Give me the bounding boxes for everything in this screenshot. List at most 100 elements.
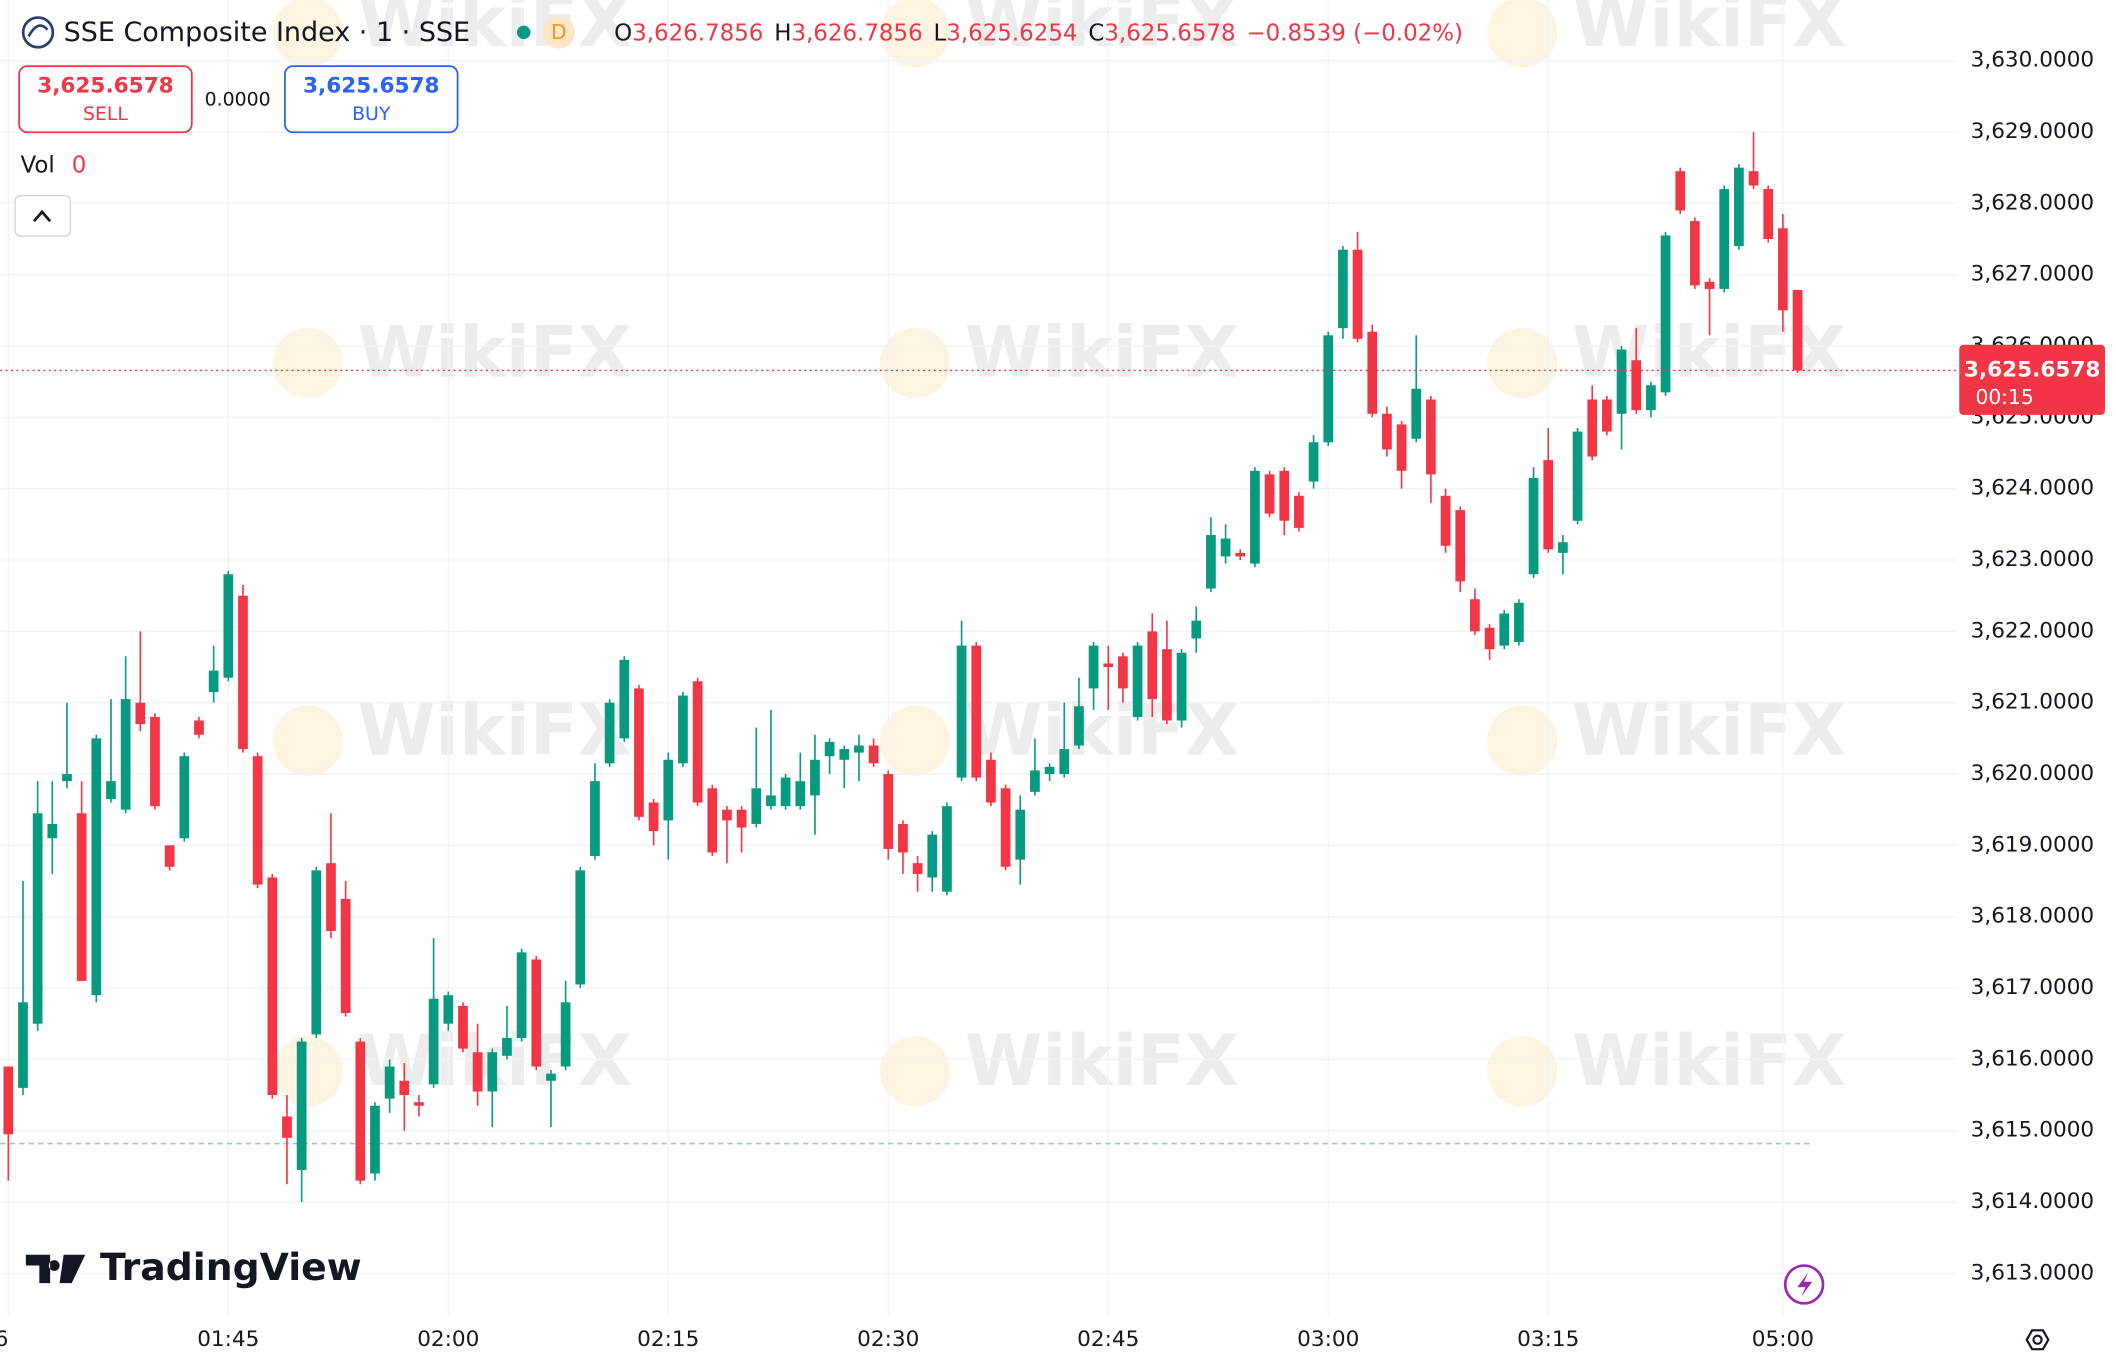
candle-body <box>1411 388 1422 439</box>
candle-body <box>648 802 659 832</box>
candle-body <box>1616 349 1627 414</box>
candle-body <box>839 749 850 760</box>
settings-button[interactable] <box>2025 1329 2050 1351</box>
y-tick-label: 3,615.0000 <box>1971 1118 2095 1143</box>
watermark: WikiFX <box>1572 1020 1846 1102</box>
candle-body <box>91 738 102 996</box>
candle-body <box>1484 627 1495 650</box>
spread: 0.0000 <box>205 88 271 110</box>
candles <box>0 131 1957 1203</box>
candle-body <box>1572 431 1583 521</box>
candle-body <box>458 1005 468 1049</box>
price-label: 3,625.6578 <box>1964 357 2101 382</box>
sell-box[interactable] <box>18 65 193 134</box>
x-tick-label: 03:15 <box>1517 1327 1579 1352</box>
candle-body <box>619 659 630 739</box>
candle-body <box>1719 189 1730 289</box>
candle-body <box>194 720 204 735</box>
candle-body <box>1528 477 1539 575</box>
buy-box[interactable] <box>284 65 459 134</box>
collapse-chevron[interactable] <box>32 209 52 223</box>
sell-label[interactable]: SELL <box>83 103 128 125</box>
candle-body <box>179 756 190 839</box>
candle-body <box>971 645 982 778</box>
candle-body <box>531 959 542 1067</box>
x-tick-label: 02:00 <box>417 1327 479 1352</box>
candle-body <box>76 813 87 981</box>
y-tick-label: 3,630.0000 <box>1971 48 2095 73</box>
price-label-box <box>1959 344 2105 415</box>
candle-body <box>883 774 894 849</box>
candle-body <box>1015 809 1026 860</box>
candle-body <box>1382 413 1392 450</box>
candle-body <box>1631 360 1642 411</box>
logo-text: TradingView <box>100 1245 362 1289</box>
x-tick-label: 05:00 <box>1752 1327 1814 1352</box>
candle-body <box>1499 613 1510 646</box>
alert-icon[interactable] <box>1797 1272 1813 1297</box>
candle-body <box>502 1037 512 1056</box>
candle-body <box>62 774 72 782</box>
candle-body <box>1704 281 1715 289</box>
axes: 3,613.0000 3,614.0000 3,615.0000 3,616.0000… <box>0 48 2105 1352</box>
candle-body <box>854 745 864 753</box>
buy-label[interactable]: BUY <box>352 103 391 125</box>
ohlc-label: O <box>614 20 632 46</box>
candle-body <box>296 1041 307 1170</box>
y-tick-label: 3,624.0000 <box>1971 476 2095 501</box>
candle-body <box>1264 474 1275 514</box>
candle-body <box>282 1116 292 1138</box>
sell-price[interactable]: 3,625.6578 <box>37 73 174 98</box>
x-tick-label: 03:00 <box>1297 1327 1359 1352</box>
candle-body <box>590 781 600 857</box>
candle-body <box>663 759 674 821</box>
collapse-box[interactable] <box>14 194 72 237</box>
candle-body <box>1646 385 1656 411</box>
y-tick-label: 3,621.0000 <box>1971 690 2095 715</box>
candle-body <box>1059 749 1070 775</box>
x-tick-label: 01:45 <box>197 1327 259 1352</box>
y-tick-label: 3,619.0000 <box>1971 832 2095 857</box>
watermarks: WikiFX WikiFX WikiFX WikiFX WikiFX WikiFX Wiki… <box>272 0 1846 1107</box>
candle-body <box>546 1073 556 1081</box>
y-tick-label: 3,629.0000 <box>1971 119 2095 144</box>
x-tick-label: 02:15 <box>637 1327 699 1352</box>
ohlc-value: 3,625.6254 <box>946 20 1077 46</box>
candle-body <box>986 759 996 803</box>
candle-body <box>1044 766 1055 775</box>
candle-body <box>634 688 644 817</box>
candle-body <box>414 1102 424 1106</box>
candle-body <box>575 870 586 985</box>
candle-body <box>824 741 835 757</box>
candle-body <box>912 863 923 874</box>
candle-body <box>1206 535 1216 589</box>
candle-body <box>751 788 762 824</box>
ohlc-label: H <box>774 20 791 46</box>
symbol-icon <box>21 16 55 49</box>
watermark-icon <box>1487 1036 1558 1107</box>
candle-body <box>3 1066 14 1135</box>
candle-body <box>1279 470 1290 521</box>
settings-icon[interactable] <box>2032 1334 2043 1345</box>
watermark: WikiFX <box>965 0 1239 63</box>
candle-body <box>238 595 248 750</box>
buy-price[interactable]: 3,625.6578 <box>303 73 440 98</box>
x-tick-label: 02:45 <box>1077 1327 1139 1352</box>
candle-body <box>1396 424 1407 471</box>
y-tick-label: 3,628.0000 <box>1971 190 2095 215</box>
candle-body <box>32 813 43 1024</box>
watermark-icon <box>272 705 343 776</box>
candle-body <box>384 1066 395 1099</box>
candle-body <box>150 716 160 807</box>
ohlc-value: 3,626.7856 <box>632 20 763 46</box>
status-dot <box>516 25 531 40</box>
collapse-button[interactable] <box>14 194 72 237</box>
buy-button[interactable]: 3,625.6578 BUY <box>284 65 459 134</box>
candle-body <box>1323 335 1334 443</box>
logo: TradingView <box>25 1245 362 1289</box>
candle-body <box>1352 249 1363 339</box>
sell-button[interactable]: 3,625.6578 SELL <box>18 65 193 134</box>
y-tick-label: 3,620.0000 <box>1971 761 2095 786</box>
candle-body <box>1250 470 1260 564</box>
